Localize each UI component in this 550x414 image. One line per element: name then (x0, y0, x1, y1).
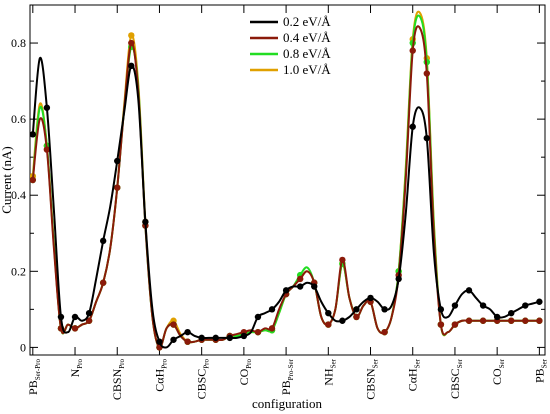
y-tick-label: 0.6 (11, 112, 26, 126)
data-point (254, 328, 262, 336)
data-point (30, 176, 37, 184)
data-point (522, 302, 529, 309)
data-point (479, 317, 487, 324)
data-point (114, 184, 121, 191)
data-point (339, 317, 346, 324)
data-point (184, 338, 191, 345)
data-point (536, 298, 543, 305)
data-point (282, 287, 290, 294)
data-point (43, 104, 51, 111)
data-point (99, 237, 107, 245)
data-point (57, 313, 65, 321)
data-point (508, 309, 515, 317)
data-point (170, 336, 177, 343)
data-point (508, 317, 515, 324)
data-point (381, 328, 388, 336)
y-axis-title: Current (nA) (0, 146, 14, 214)
data-point (99, 279, 107, 286)
x-tick-label: NPro (68, 359, 84, 378)
data-point (339, 256, 346, 264)
data-point (325, 321, 332, 328)
x-tick-label: NHSer (321, 358, 337, 385)
data-point (465, 287, 473, 294)
data-point (240, 332, 248, 340)
data-point (114, 157, 121, 165)
x-tick-label: PBSer (532, 358, 548, 383)
data-point (522, 317, 529, 324)
data-point (43, 146, 51, 153)
y-axis-ticks: 0 0.2 0.4 0.6 0.8 (11, 4, 545, 354)
data-point (465, 317, 473, 324)
y-tick-label: 0.4 (11, 188, 26, 202)
data-point (128, 39, 135, 47)
data-point (451, 302, 459, 309)
data-point (409, 123, 416, 130)
data-point (71, 313, 79, 321)
data-point (311, 283, 318, 290)
data-point (85, 309, 93, 317)
x-tick-label: COSer (490, 358, 506, 385)
legend-label: 0.8 eV/Å (283, 46, 331, 61)
legend-label: 0.2 eV/Å (283, 14, 331, 29)
data-point (184, 328, 191, 336)
data-point (85, 317, 93, 324)
x-tick-label: CBSCSer (448, 358, 464, 399)
data-point (296, 283, 304, 290)
data-point (226, 334, 234, 342)
x-tick-label: PBSer-Pro (26, 359, 42, 395)
data-point (142, 218, 149, 226)
series-1 (30, 57, 543, 349)
x-tick-label: CBSCPro (195, 359, 211, 400)
x-tick-label: CαHPro (152, 359, 168, 392)
x-tick-label: CBSNSer (364, 358, 380, 399)
data-point (296, 275, 304, 283)
x-axis-title: configuration (252, 396, 323, 411)
data-point (71, 325, 79, 332)
data-point (254, 313, 262, 321)
data-point (128, 32, 135, 39)
data-point (353, 306, 360, 313)
y-tick-label: 0.8 (11, 36, 26, 50)
series-layer (30, 10, 543, 351)
data-point (437, 321, 445, 328)
data-point (170, 321, 177, 328)
x-axis-ticks: PBSer-Pro NPro CBSNPro CαHPro CBSCPro COPro PB… (26, 5, 548, 401)
legend-label: 0.4 eV/Å (283, 30, 331, 45)
data-point (437, 306, 445, 313)
legend-label: 1.0 eV/Å (283, 62, 331, 77)
data-point (395, 275, 402, 283)
x-tick-label: CBSNPro (110, 359, 126, 401)
data-point (212, 334, 219, 342)
data-point (367, 294, 374, 302)
y-tick-label: 0 (20, 340, 26, 354)
data-point (493, 313, 501, 321)
x-tick-label: PBPro-Ser (279, 358, 295, 395)
series-line (31, 57, 540, 349)
data-point (423, 134, 431, 142)
legend: 0.2 eV/Å0.4 eV/Å0.8 eV/Å1.0 eV/Å (250, 14, 331, 77)
x-tick-label: CαHSer (406, 358, 422, 391)
data-point (325, 309, 332, 317)
data-point (479, 302, 487, 309)
data-point (268, 325, 276, 332)
data-point (381, 306, 388, 313)
x-tick-label: COPro (237, 359, 253, 386)
data-point (423, 70, 431, 77)
data-point (268, 306, 276, 313)
data-point (198, 334, 205, 342)
data-point (30, 131, 37, 138)
data-point (128, 62, 135, 70)
y-tick-label: 0.2 (11, 264, 26, 278)
data-point (536, 317, 543, 324)
data-point (451, 321, 459, 328)
data-point (409, 47, 416, 54)
data-point (156, 338, 163, 345)
data-point (353, 313, 360, 321)
